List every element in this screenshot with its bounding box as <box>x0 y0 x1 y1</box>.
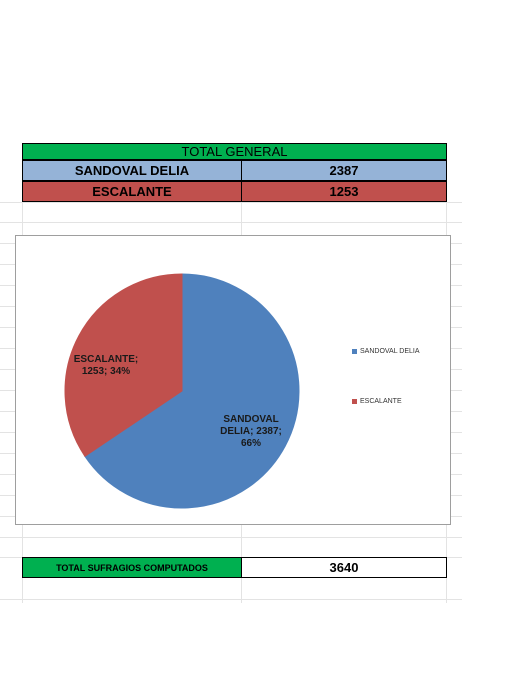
data-label-escalante: ESCALANTE; 1253; 34% <box>68 354 144 378</box>
pie-chart-area[interactable]: SANDOVAL DELIA; 2387; 66% ESCALANTE; 1253; … <box>15 235 451 525</box>
legend-label: SANDOVAL DELIA <box>360 348 420 355</box>
grid-line <box>0 222 462 223</box>
candidate-name-cell[interactable]: ESCALANTE <box>22 181 242 202</box>
grid-line <box>0 537 462 538</box>
legend-label: ESCALANTE <box>360 398 402 405</box>
pie-chart <box>64 273 300 509</box>
candidate-name-cell[interactable]: SANDOVAL DELIA <box>22 160 242 181</box>
grid-line <box>0 599 462 600</box>
data-label-escalante-text: ESCALANTE; 1253; 34% <box>73 354 139 377</box>
total-votes-value[interactable]: 3640 <box>241 557 447 578</box>
legend-item-escalante: ESCALANTE <box>352 398 402 405</box>
data-label-sandoval: SANDOVAL DELIA; 2387; 66% <box>213 414 289 450</box>
candidate-votes-cell[interactable]: 2387 <box>241 160 447 181</box>
table-header: TOTAL GENERAL <box>22 143 447 160</box>
candidate-votes-cell[interactable]: 1253 <box>241 181 447 202</box>
pie-slice-escalante[interactable] <box>64 273 183 457</box>
legend-item-sandoval: SANDOVAL DELIA <box>352 348 420 355</box>
pie-slice-sandoval[interactable] <box>84 273 300 509</box>
grid-line <box>0 202 462 203</box>
legend-swatch <box>352 349 357 354</box>
legend-swatch <box>352 399 357 404</box>
data-label-sandoval-text: SANDOVAL DELIA; 2387; 66% <box>220 414 282 449</box>
total-votes-label[interactable]: TOTAL SUFRAGIOS COMPUTADOS <box>22 557 242 578</box>
